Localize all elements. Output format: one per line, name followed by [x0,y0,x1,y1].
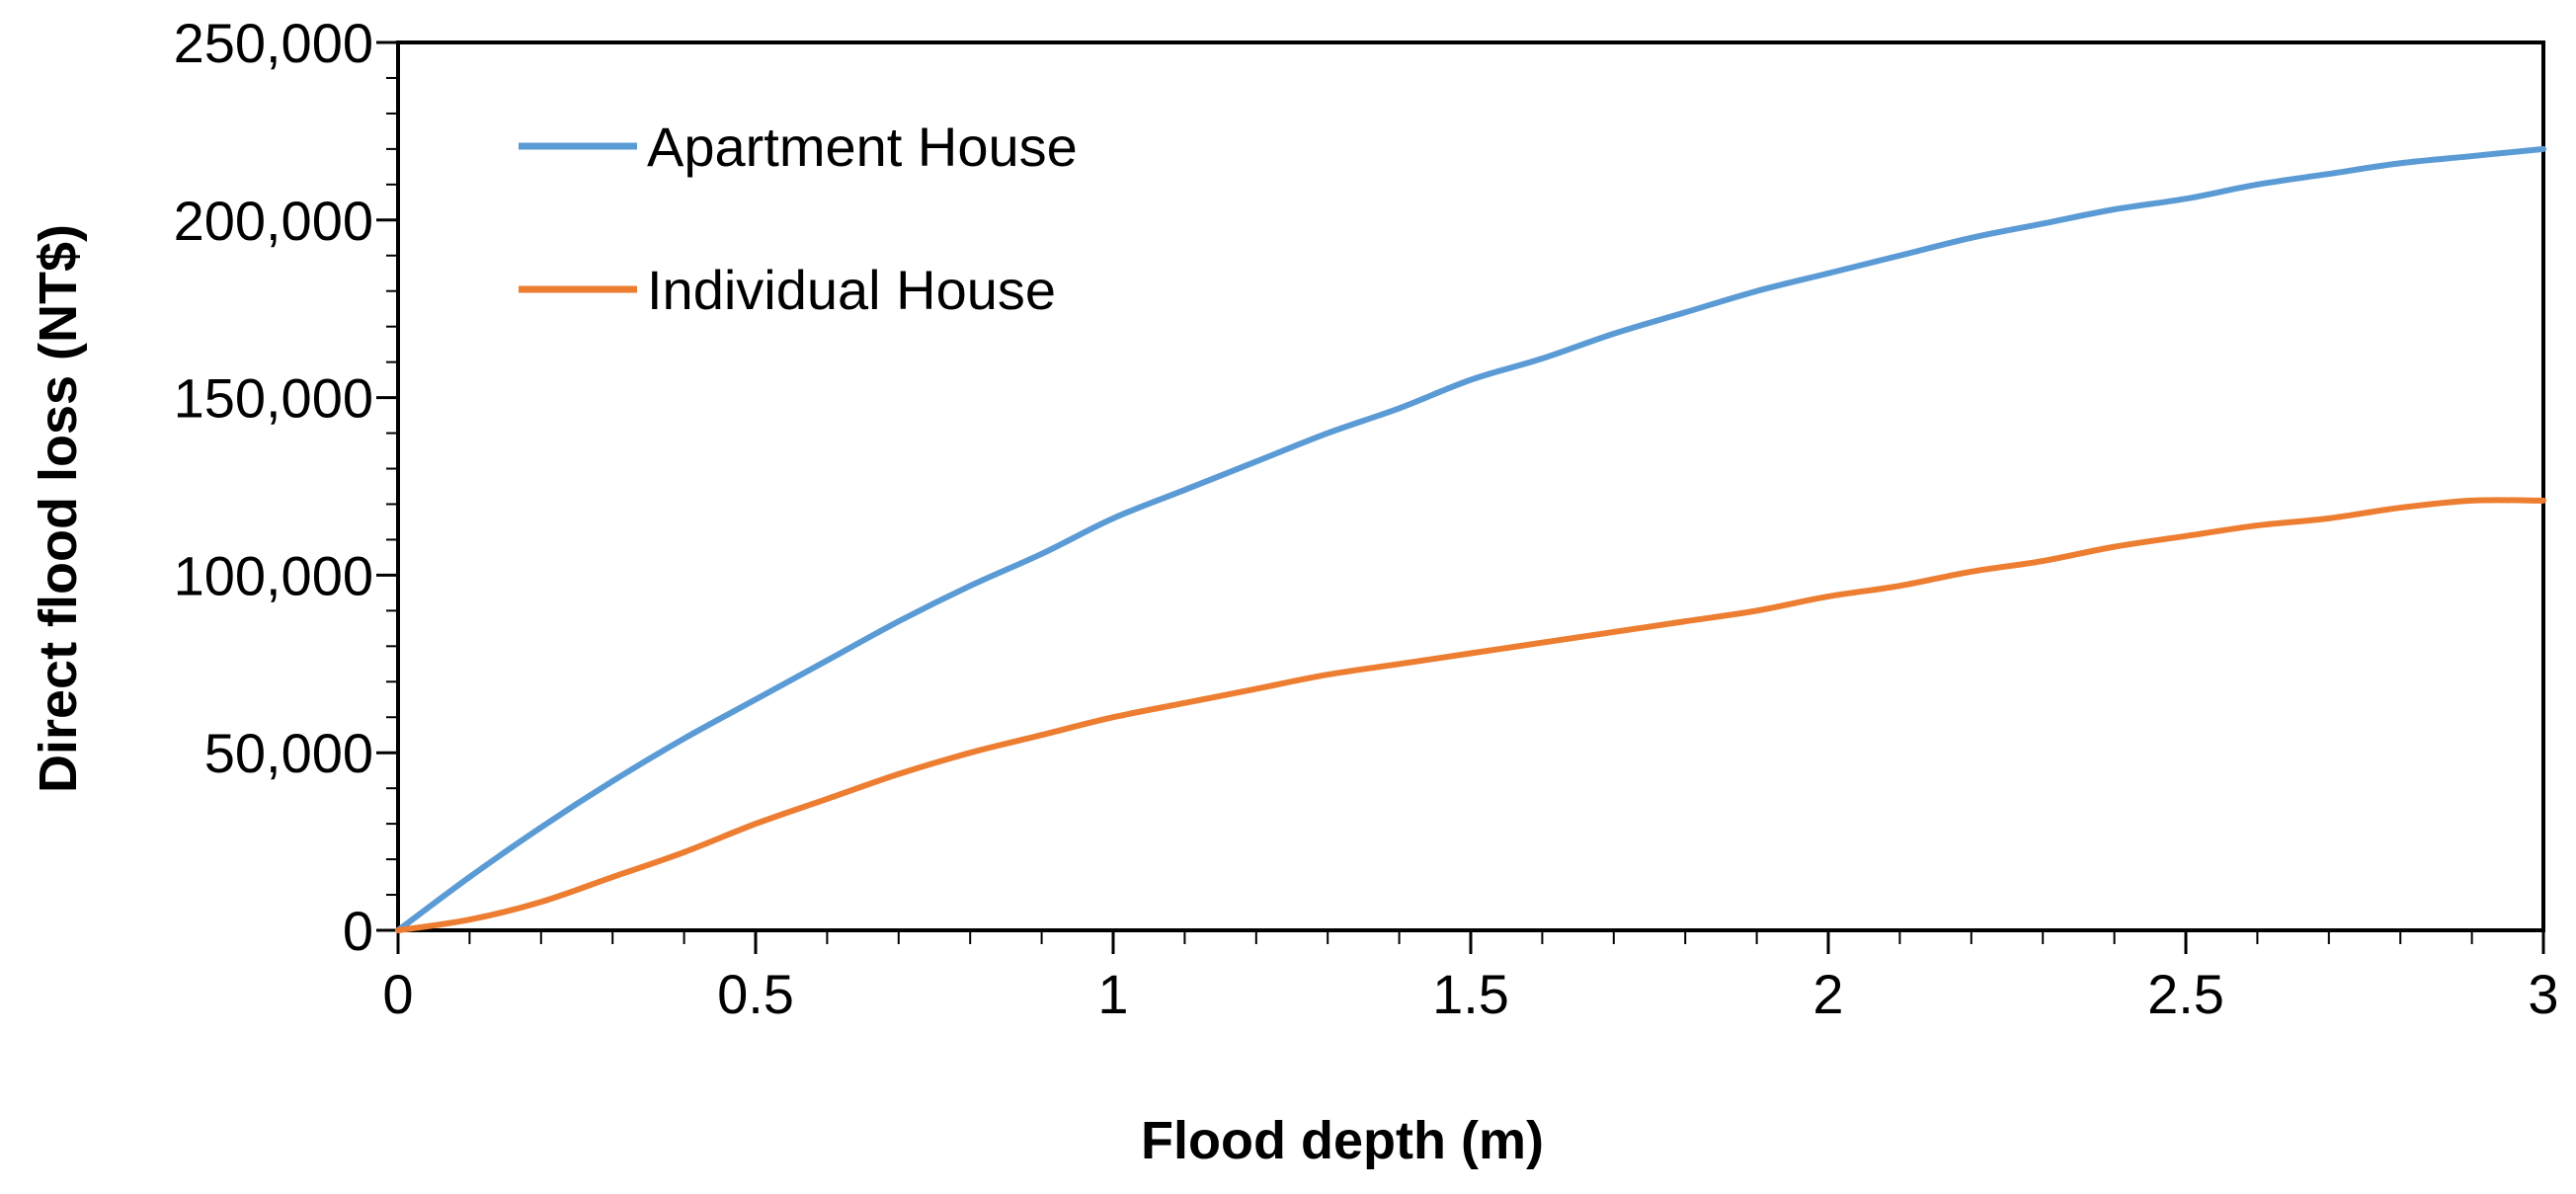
y-tick-label: 100,000 [174,544,373,606]
y-tick-label: 250,000 [174,12,373,74]
x-tick-label: 3 [2528,963,2558,1025]
y-axis-title: Direct flood loss (NT$) [29,224,88,793]
series-line-apartment-house [395,145,2546,933]
legend: Apartment House Individual House [519,116,1078,321]
plot-frame [396,40,2545,932]
x-tick-label: 1 [1097,963,1128,1025]
y-tick-label: 50,000 [204,722,373,784]
series-line-individual-house [395,497,2546,933]
axes: 0 0.5 1 1.5 2 2.5 3 0 50,000 100,000 150,000 200,00… [174,12,2559,1025]
x-tick-label: 0 [382,963,413,1025]
x-tick-label: 2 [1812,963,1843,1025]
x-axis-title: Flood depth (m) [1141,1111,1544,1170]
series-lines [395,145,2546,933]
x-tick-label: 0.5 [717,963,794,1025]
x-tick-label: 2.5 [2147,963,2224,1025]
y-tick-label: 150,000 [174,367,373,430]
y-tick-label: 200,000 [174,190,373,252]
legend-label-individual-house: Individual House [647,259,1056,321]
x-tick-label: 1.5 [1432,963,1509,1025]
y-tick-label: 0 [343,900,373,962]
plot-area [396,40,2545,932]
legend-label-apartment-house: Apartment House [647,116,1078,178]
